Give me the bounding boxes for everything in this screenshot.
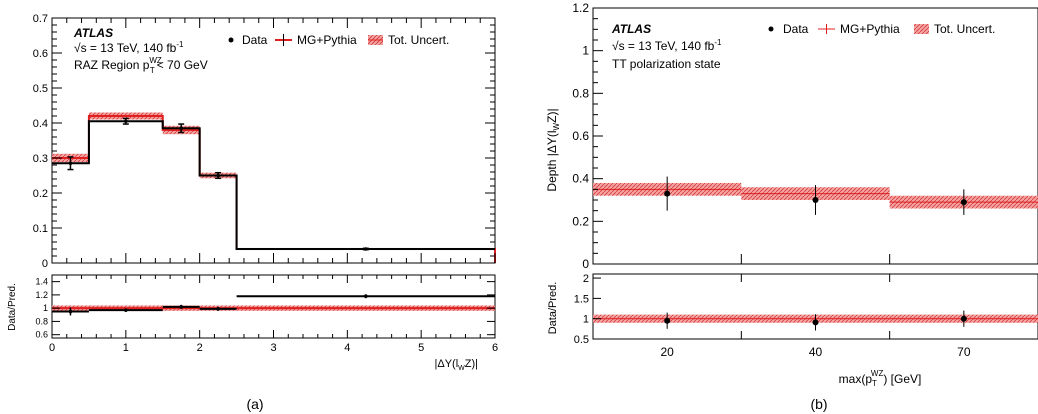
legend-data-marker-a	[228, 37, 234, 43]
ratio-point	[179, 305, 184, 309]
legend-mc-label-b: MG+Pythia	[840, 22, 900, 36]
energy-label-a: √s = 13 TeV, 140 fb-1	[74, 40, 184, 55]
xtick-label: 70	[957, 345, 971, 359]
ytick-label: 0	[582, 257, 589, 271]
experiment-label-a: ATLAS	[73, 26, 113, 40]
ratio-point	[363, 294, 368, 299]
ratio-point	[960, 315, 967, 322]
panel-label-a: (a)	[246, 396, 263, 412]
region-label-a: RAZ Region pWZ T < 70 GeV	[74, 56, 208, 75]
state-label-b: TT polarization state	[612, 57, 721, 71]
ratio-ytick-label: 1.2	[35, 290, 48, 300]
upper-yaxis-a: 0 0.1 0.2 0.3 0.4 0.5 0.6 0.7	[33, 13, 495, 270]
data-point	[179, 126, 184, 131]
ytick-label: 0.5	[33, 83, 48, 95]
xtick-label: 4	[344, 342, 350, 354]
data-point	[363, 247, 368, 251]
lower-yaxis-b: 0.5 1 1.5 2	[574, 273, 601, 346]
upper-plot-a	[52, 112, 496, 263]
xtick-label: 0	[49, 342, 55, 354]
data-point	[124, 119, 128, 124]
upper-xaxis-b	[740, 254, 891, 264]
lower-plot-b	[593, 310, 1038, 331]
ytick-label: 0.1	[33, 223, 48, 235]
lower-frame-b	[592, 273, 1038, 340]
ratio-ylabel-b: Data/Pred.	[547, 282, 559, 335]
ratio-point	[68, 309, 73, 314]
panel-label-b: (b)	[810, 396, 827, 412]
ratio-point	[124, 308, 128, 312]
ratio-ylabel-a: Data/Pred.	[7, 283, 18, 331]
ratio-ytick-label: 1.4	[35, 277, 48, 287]
ytick-label: 0.6	[572, 129, 589, 143]
ytick-label: 1	[582, 44, 589, 58]
legend-mc-label-a: MG+Pythia	[297, 33, 357, 47]
panel-b: 0 0.2 0.4 0.6 0.8 1 1.2 ATLAS √s = 13 TeV, 140…	[545, 1, 1038, 412]
ytick-label: 0.8	[572, 86, 589, 100]
xlabel-a: |ΔY(lWZ)|	[434, 358, 478, 372]
xtick-label: 1	[123, 342, 129, 354]
lower-plot-a	[52, 294, 495, 316]
legend-unc-label-b: Tot. Uncert.	[934, 22, 995, 36]
ratio-ytick-label: 0.5	[574, 334, 589, 346]
xtick-label: 5	[418, 342, 424, 354]
ratio-point	[216, 307, 220, 311]
legend-unc-swatch-b	[914, 24, 929, 34]
legend-data-marker-b	[768, 26, 774, 32]
lower-xaxis-b: 20 40 70	[660, 274, 971, 359]
data-point	[960, 199, 967, 206]
ratio-point	[664, 317, 671, 324]
legend-data-label-b: Data	[783, 22, 809, 36]
ratio-ytick-label: 1	[43, 303, 48, 313]
ytick-label: 0.4	[572, 172, 589, 186]
xtick-label: 2	[197, 342, 203, 354]
mc-histogram-line	[52, 115, 496, 263]
ratio-point	[812, 319, 819, 326]
upper-plot-b	[593, 176, 1038, 215]
ytick-label: 0.2	[33, 188, 48, 200]
lower-yaxis-a: 0.6 0.8 1 1.2 1.4	[35, 277, 495, 340]
energy-label-b: √s = 13 TeV, 140 fb-1	[612, 38, 722, 53]
ytick-label: 0.2	[572, 214, 589, 228]
upper-xaxis-a	[51, 18, 496, 263]
data-histogram-line	[52, 120, 495, 250]
legend-unc-label-a: Tot. Uncert.	[388, 33, 449, 47]
xtick-label: 3	[270, 342, 276, 354]
ytick-label: 1.2	[572, 1, 589, 15]
ratio-ytick-label: 1	[583, 314, 589, 326]
legend-a: Data MG+Pythia Tot. Uncert.	[228, 33, 449, 47]
legend-data-label-a: Data	[242, 33, 268, 47]
ratio-ytick-label: 0.8	[35, 316, 48, 326]
ytick-label: 0.4	[33, 118, 48, 130]
panel-a: 0 0.1 0.2 0.3 0.4 0.5 0.6 0.7 ATLAS √s = 13 TeV…	[7, 13, 498, 412]
ratio-ytick-label: 1.5	[574, 293, 589, 305]
data-point	[216, 173, 220, 178]
ratio-ytick-label: 2	[583, 273, 589, 285]
ylabel-b: Depth |ΔY(lWZ)|	[545, 108, 561, 191]
xtick-label: 6	[492, 342, 498, 354]
lower-xaxis-a: 0 1 2 3 4 5 6	[49, 275, 498, 354]
xtick-label: 40	[809, 345, 823, 359]
upper-yaxis-b: 0 0.2 0.4 0.6 0.8 1 1.2	[572, 1, 603, 271]
ytick-label: 0	[42, 258, 48, 270]
ytick-label: 0.7	[33, 13, 48, 25]
xlabel-b: max(pTWZ) [GeV]	[839, 369, 922, 388]
ytick-label: 0.6	[33, 48, 48, 60]
ratio-ytick-label: 0.6	[35, 330, 48, 340]
experiment-label-b: ATLAS	[611, 22, 651, 36]
ytick-label: 0.3	[33, 153, 48, 165]
data-point	[68, 161, 73, 166]
legend-b: Data MG+Pythia Tot. Uncert.	[768, 22, 995, 36]
xtick-label: 20	[660, 345, 674, 359]
data-point	[664, 190, 671, 197]
data-point	[812, 197, 819, 203]
